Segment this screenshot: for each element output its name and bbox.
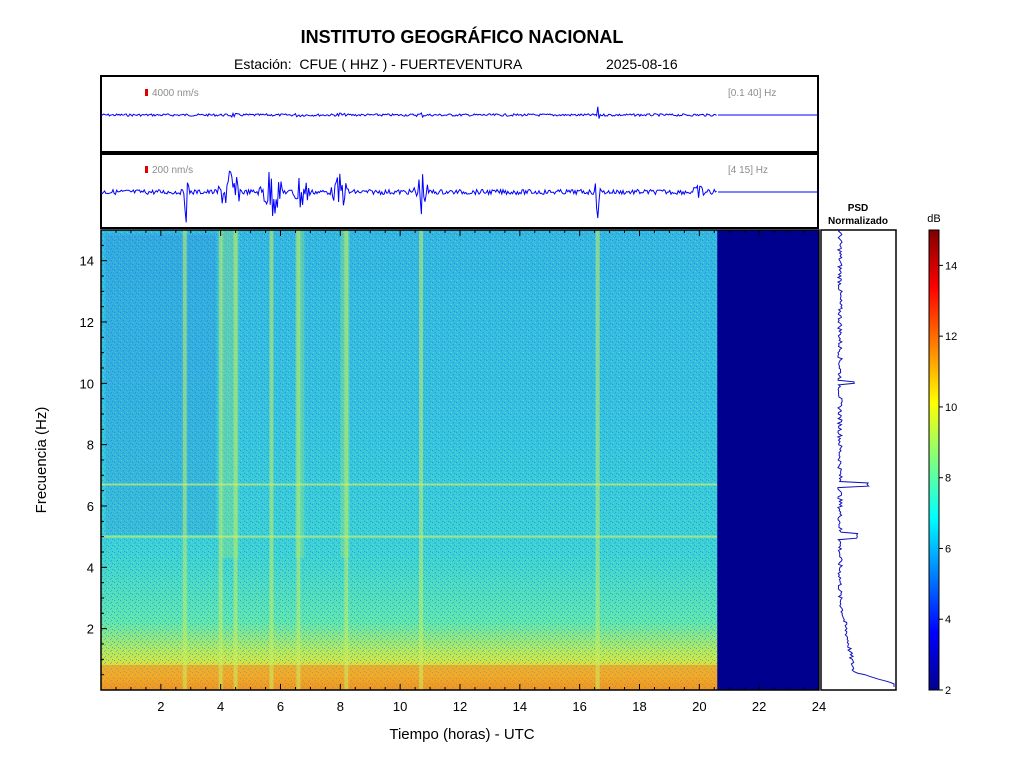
x-axis-ticks: 2 4 6 8 10 12 14 16 18 20 22 24 [157, 230, 826, 714]
station-name: CFUE ( HHZ ) - FUERTEVENTURA [299, 56, 523, 72]
x-tick-label: 6 [277, 699, 284, 714]
trace-panel-broadband: 4000 nm/s [0.1 40] Hz [100, 75, 819, 153]
colorbar-tick-label: 4 [945, 614, 951, 626]
scale-marker-icon [145, 89, 148, 96]
y-axis-ticks: 2 4 6 8 10 12 14 [80, 254, 107, 637]
x-axis-label: Tiempo (horas) - UTC [389, 726, 534, 743]
x-axis-minor-ticks [115, 230, 805, 690]
colorbar-unit: dB [927, 213, 940, 225]
trace2-scale-label: 200 nm/s [152, 165, 193, 176]
psd-curve [836, 229, 895, 687]
trace1-waveform [100, 106, 717, 119]
x-tick-label: 16 [572, 699, 586, 714]
x-tick-label: 8 [337, 699, 344, 714]
event-streak [182, 230, 187, 690]
colorbar-tick-label: 12 [945, 331, 957, 343]
y-tick-label: 10 [80, 376, 94, 391]
trace1-scale-label: 4000 nm/s [152, 88, 199, 99]
x-tick-label: 4 [217, 699, 224, 714]
trace1-band-label: [0.1 40] Hz [728, 88, 776, 99]
spectrogram-lowfreq-band [101, 665, 719, 690]
event-streak [296, 230, 301, 690]
x-tick-label: 22 [752, 699, 766, 714]
spectrogram-noise [101, 230, 719, 690]
x-tick-label: 2 [157, 699, 164, 714]
y-axis-minor-ticks [101, 244, 104, 676]
x-tick-label: 14 [513, 699, 527, 714]
y-tick-label: 6 [87, 499, 94, 514]
event-streaks [182, 230, 600, 690]
colorbar-tick-label: 10 [945, 402, 957, 414]
x-tick-label: 24 [812, 699, 826, 714]
y-axis-label: Frecuencia (Hz) [33, 407, 50, 514]
event-band [340, 230, 350, 559]
harmonic-lines [101, 483, 718, 538]
colorbar-tick-label: 6 [945, 543, 951, 555]
x-tick-label: 10 [393, 699, 407, 714]
trace2-band-label: [4 15] Hz [728, 165, 768, 176]
colorbar-tick-label: 8 [945, 473, 951, 485]
psd-panel: PSD Normalizado [820, 203, 897, 691]
event-band [295, 230, 305, 559]
x-tick-label: 20 [692, 699, 706, 714]
event-streak [233, 230, 238, 690]
y-tick-label: 14 [80, 254, 94, 269]
event-streak [218, 230, 223, 690]
page-title: INSTITUTO GEOGRÁFICO NACIONAL [300, 27, 624, 47]
x-tick-label: 12 [453, 699, 467, 714]
event-streak [595, 230, 600, 690]
colorbar-tick-label: 14 [945, 260, 957, 272]
no-data-block [717, 230, 819, 690]
station-prefix: Estación: [234, 56, 292, 72]
trace-panel-filtered: 200 nm/s [4 15] Hz [100, 153, 819, 229]
colorbar-ticks: 2 4 6 8 10 12 14 [939, 260, 957, 697]
y-tick-label: 8 [87, 438, 94, 453]
y-tick-label: 4 [87, 560, 94, 575]
y-tick-label: 12 [80, 315, 94, 330]
colorbar-tick-label: 2 [945, 685, 951, 697]
event-streak [344, 230, 349, 690]
trace2-waveform [100, 170, 717, 223]
event-band [220, 230, 239, 559]
station-date: 2025-08-16 [606, 56, 678, 72]
psd-subtitle: Normalizado [828, 216, 888, 227]
event-streak [269, 230, 274, 690]
y-tick-label: 2 [87, 622, 94, 637]
station-subtitle: Estación: CFUE ( HHZ ) - FUERTEVENTURA 20… [234, 56, 678, 72]
scale-marker-icon [145, 166, 148, 173]
x-tick-label: 18 [632, 699, 646, 714]
spectrogram-quiet-zone [106, 235, 216, 535]
psd-title: PSD [848, 203, 869, 214]
event-streak [419, 230, 424, 690]
colorbar: dB 2 4 6 8 10 12 14 [927, 213, 957, 697]
